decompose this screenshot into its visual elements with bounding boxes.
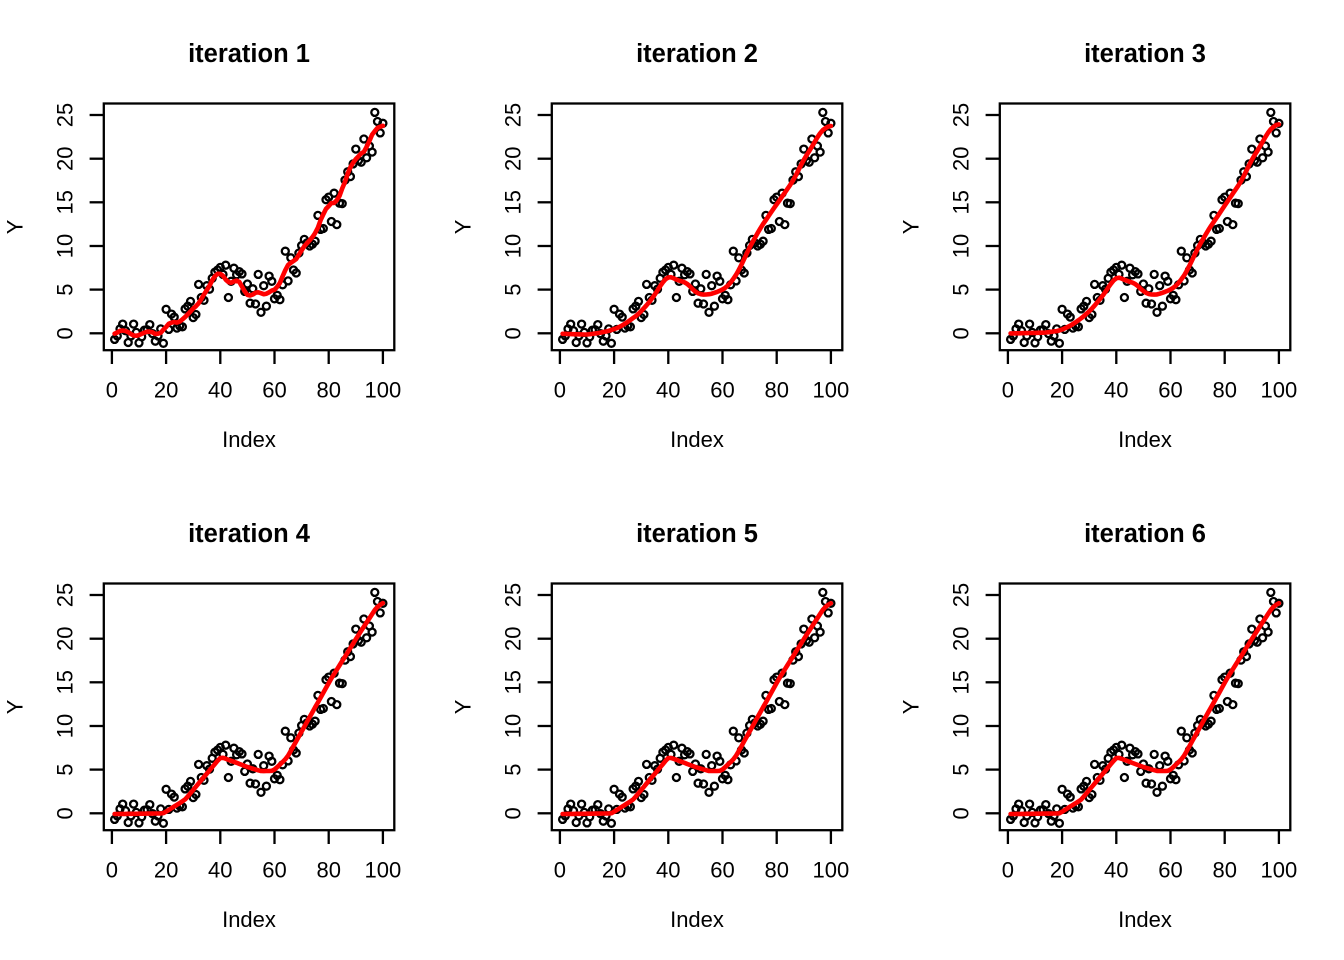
svg-text:Y: Y [3, 699, 28, 714]
svg-text:25: 25 [53, 583, 78, 607]
svg-text:20: 20 [949, 146, 974, 170]
svg-text:iteration 3: iteration 3 [1084, 40, 1206, 68]
svg-text:20: 20 [602, 858, 626, 883]
svg-text:40: 40 [1104, 378, 1128, 403]
svg-text:20: 20 [501, 626, 526, 650]
svg-text:15: 15 [949, 670, 974, 694]
svg-text:5: 5 [501, 763, 526, 775]
svg-text:60: 60 [262, 858, 286, 883]
svg-text:5: 5 [949, 283, 974, 295]
svg-text:Index: Index [670, 427, 724, 452]
svg-text:20: 20 [949, 626, 974, 650]
svg-text:20: 20 [154, 858, 178, 883]
svg-text:0: 0 [1002, 378, 1014, 403]
svg-text:15: 15 [53, 670, 78, 694]
svg-text:80: 80 [316, 858, 340, 883]
svg-text:80: 80 [764, 378, 788, 403]
svg-text:60: 60 [1158, 378, 1182, 403]
svg-text:10: 10 [53, 234, 78, 258]
svg-text:15: 15 [949, 190, 974, 214]
svg-text:0: 0 [554, 858, 566, 883]
svg-text:15: 15 [501, 670, 526, 694]
svg-text:20: 20 [53, 626, 78, 650]
svg-text:100: 100 [1261, 858, 1298, 883]
svg-text:25: 25 [949, 103, 974, 127]
svg-text:100: 100 [365, 858, 402, 883]
svg-text:100: 100 [813, 378, 850, 403]
svg-text:40: 40 [656, 858, 680, 883]
svg-text:15: 15 [53, 190, 78, 214]
svg-text:iteration 6: iteration 6 [1084, 520, 1206, 548]
svg-text:25: 25 [949, 583, 974, 607]
svg-text:0: 0 [501, 807, 526, 819]
svg-text:20: 20 [1050, 858, 1074, 883]
svg-text:40: 40 [656, 378, 680, 403]
svg-text:15: 15 [501, 190, 526, 214]
svg-text:10: 10 [949, 234, 974, 258]
svg-text:0: 0 [501, 327, 526, 339]
svg-text:5: 5 [501, 283, 526, 295]
svg-text:Index: Index [222, 427, 276, 452]
svg-text:40: 40 [208, 858, 232, 883]
svg-text:25: 25 [501, 583, 526, 607]
svg-text:0: 0 [949, 327, 974, 339]
svg-text:0: 0 [106, 378, 118, 403]
svg-text:80: 80 [764, 858, 788, 883]
svg-text:Y: Y [899, 219, 924, 234]
svg-text:60: 60 [710, 858, 734, 883]
svg-text:100: 100 [813, 858, 850, 883]
svg-text:10: 10 [501, 234, 526, 258]
svg-text:0: 0 [1002, 858, 1014, 883]
svg-text:5: 5 [53, 763, 78, 775]
svg-text:40: 40 [1104, 858, 1128, 883]
svg-text:iteration 1: iteration 1 [188, 40, 310, 68]
svg-text:80: 80 [1212, 378, 1236, 403]
svg-text:Y: Y [451, 219, 476, 234]
svg-text:60: 60 [710, 378, 734, 403]
svg-text:100: 100 [365, 378, 402, 403]
svg-text:Index: Index [1118, 907, 1172, 932]
svg-text:0: 0 [949, 807, 974, 819]
svg-text:40: 40 [208, 378, 232, 403]
svg-text:Index: Index [670, 907, 724, 932]
svg-text:80: 80 [316, 378, 340, 403]
svg-text:0: 0 [106, 858, 118, 883]
svg-text:20: 20 [154, 378, 178, 403]
svg-text:100: 100 [1261, 378, 1298, 403]
svg-text:20: 20 [501, 146, 526, 170]
svg-text:0: 0 [53, 327, 78, 339]
svg-text:60: 60 [1158, 858, 1182, 883]
svg-text:Index: Index [1118, 427, 1172, 452]
svg-text:Y: Y [451, 699, 476, 714]
svg-text:20: 20 [53, 146, 78, 170]
svg-text:20: 20 [1050, 378, 1074, 403]
svg-text:0: 0 [554, 378, 566, 403]
svg-text:iteration 5: iteration 5 [636, 520, 758, 548]
svg-text:10: 10 [949, 714, 974, 738]
svg-text:5: 5 [949, 763, 974, 775]
svg-text:iteration 4: iteration 4 [188, 520, 311, 548]
svg-text:10: 10 [53, 714, 78, 738]
svg-text:80: 80 [1212, 858, 1236, 883]
svg-text:Y: Y [3, 219, 28, 234]
svg-text:25: 25 [53, 103, 78, 127]
svg-text:5: 5 [53, 283, 78, 295]
svg-text:60: 60 [262, 378, 286, 403]
svg-text:20: 20 [602, 378, 626, 403]
svg-text:0: 0 [53, 807, 78, 819]
svg-text:25: 25 [501, 103, 526, 127]
svg-text:Y: Y [899, 699, 924, 714]
svg-text:10: 10 [501, 714, 526, 738]
svg-text:iteration 2: iteration 2 [636, 40, 758, 68]
svg-text:Index: Index [222, 907, 276, 932]
